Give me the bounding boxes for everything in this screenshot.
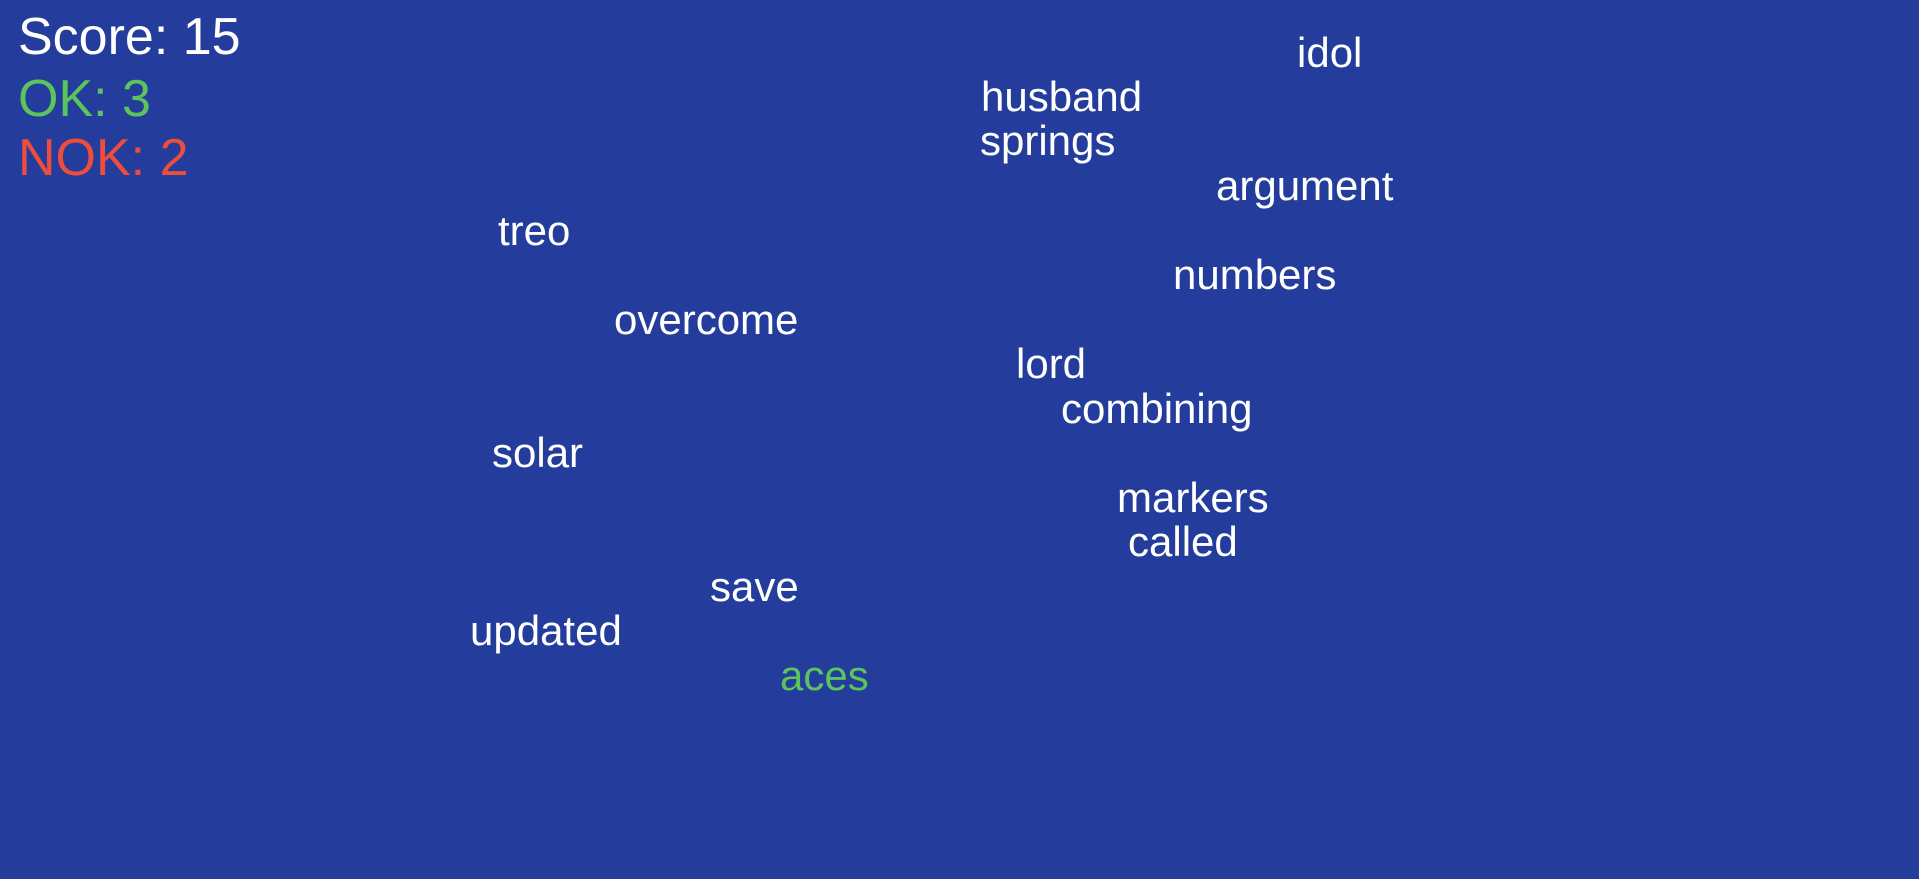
falling-word-combining: combining [1061, 385, 1253, 432]
falling-word-aces-typed: aces [780, 652, 869, 699]
score-counter: Score: 15 [18, 8, 241, 66]
falling-word-numbers: numbers [1173, 251, 1337, 298]
falling-word-overcome: overcome [614, 296, 799, 343]
falling-word-save: save [710, 563, 799, 610]
falling-word-husband: husband [981, 73, 1143, 120]
falling-word-markers: markers [1117, 474, 1269, 521]
falling-word-lord: lord [1016, 340, 1087, 387]
falling-word-updated: updated [470, 607, 622, 654]
nok-counter: NOK: 2 [18, 129, 189, 187]
falling-word-idol: idol [1297, 29, 1363, 76]
falling-word-springs: springs [980, 117, 1116, 164]
falling-word-called: called [1128, 518, 1238, 565]
falling-word-solar: solar [492, 429, 584, 476]
ok-counter: OK: 3 [18, 70, 151, 128]
falling-word-treo: treo [498, 207, 571, 254]
falling-word-argument: argument [1216, 162, 1394, 209]
